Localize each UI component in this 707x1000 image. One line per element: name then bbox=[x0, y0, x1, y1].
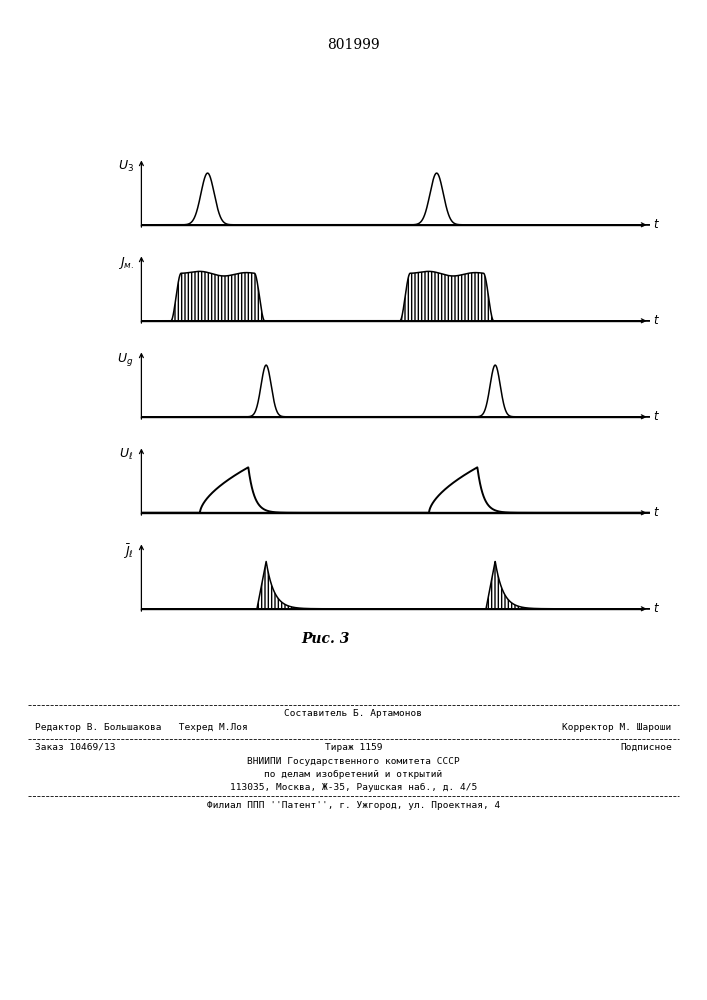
Text: $J_{м.}$: $J_{м.}$ bbox=[118, 255, 134, 271]
Text: Составитель Б. Артамонов: Составитель Б. Артамонов bbox=[284, 709, 423, 718]
Text: $t$: $t$ bbox=[653, 506, 660, 519]
Text: Тираж 1159: Тираж 1159 bbox=[325, 743, 382, 752]
Text: Редактор В. Большакова   Техред М.Лоя: Редактор В. Большакова Техред М.Лоя bbox=[35, 723, 248, 732]
Text: ВНИИПИ Государственного комитета СССР: ВНИИПИ Государственного комитета СССР bbox=[247, 757, 460, 766]
Text: $t$: $t$ bbox=[653, 314, 660, 327]
Text: Заказ 10469/13: Заказ 10469/13 bbox=[35, 743, 116, 752]
Text: Рис. 3: Рис. 3 bbox=[301, 632, 349, 646]
Text: Филиал ППП ''Патент'', г. Ужгород, ул. Проектная, 4: Филиал ППП ''Патент'', г. Ужгород, ул. П… bbox=[207, 801, 500, 810]
Text: $U_g$: $U_g$ bbox=[117, 351, 134, 368]
Text: по делам изобретений и открытий: по делам изобретений и открытий bbox=[264, 770, 443, 779]
Text: $t$: $t$ bbox=[653, 410, 660, 423]
Text: Корректор М. Шароши: Корректор М. Шароши bbox=[562, 723, 672, 732]
Text: 801999: 801999 bbox=[327, 38, 380, 52]
Text: $t$: $t$ bbox=[653, 602, 660, 615]
Text: $U_3$: $U_3$ bbox=[118, 159, 134, 174]
Text: $t$: $t$ bbox=[653, 218, 660, 231]
Text: $\bar{J}_\ell$: $\bar{J}_\ell$ bbox=[123, 543, 134, 561]
Text: 113035, Москва, Ж-35, Раушская наб., д. 4/5: 113035, Москва, Ж-35, Раушская наб., д. … bbox=[230, 783, 477, 792]
Text: $U_\ell$: $U_\ell$ bbox=[119, 447, 134, 462]
Text: Подписное: Подписное bbox=[620, 743, 672, 752]
